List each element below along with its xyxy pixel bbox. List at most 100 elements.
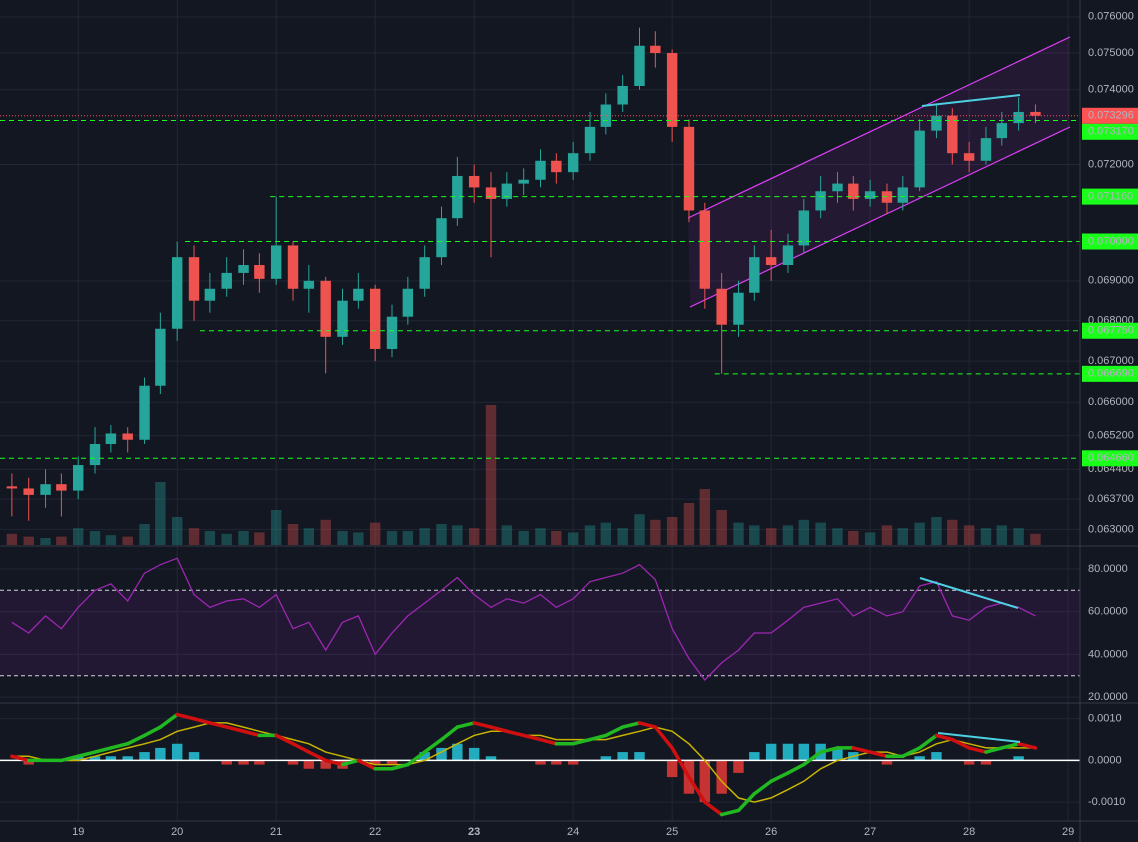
volume-bar bbox=[270, 510, 282, 545]
candle-body bbox=[501, 183, 513, 199]
macd-line-segment bbox=[142, 725, 163, 738]
y-tick-label: 40.0000 bbox=[1088, 648, 1128, 660]
candle-body bbox=[188, 257, 200, 301]
macd-line-segment bbox=[505, 729, 526, 738]
macd-line-segment bbox=[208, 721, 229, 729]
macd-histogram-bar bbox=[72, 756, 84, 761]
volume-bar bbox=[980, 528, 992, 545]
x-tick-label: 22 bbox=[369, 826, 381, 838]
macd-histogram-bar bbox=[881, 760, 893, 765]
volume-bar bbox=[171, 517, 183, 545]
macd-line-segment bbox=[241, 729, 262, 738]
volume-bar bbox=[155, 482, 166, 545]
macd-line-segment bbox=[109, 742, 130, 750]
macd-histogram-bar bbox=[320, 760, 331, 769]
y-tick-label: 0.069000 bbox=[1088, 275, 1134, 287]
trend-line bbox=[919, 577, 1019, 609]
volume-bar bbox=[1013, 528, 1024, 545]
y-tick-label: 0.063000 bbox=[1088, 523, 1134, 535]
volume-bar bbox=[369, 522, 381, 545]
macd-histogram-bar bbox=[105, 756, 117, 761]
x-tick-label: 27 bbox=[864, 826, 876, 838]
price-line-label: 0.066690 bbox=[1088, 368, 1134, 380]
volume-bar bbox=[699, 489, 711, 545]
macd-histogram-bar bbox=[23, 760, 34, 765]
macd-histogram-bar bbox=[468, 747, 480, 761]
volume-bar bbox=[535, 528, 546, 545]
volume-bar bbox=[485, 405, 497, 545]
volume-bar bbox=[815, 522, 826, 545]
macd-histogram-bar bbox=[832, 747, 843, 761]
x-tick-label: 23 bbox=[468, 826, 480, 838]
candle-body bbox=[105, 433, 117, 444]
candle-body bbox=[270, 245, 282, 279]
macd-line-segment bbox=[10, 754, 31, 763]
macd-histogram-bar bbox=[221, 760, 232, 765]
channel-fill bbox=[688, 37, 1070, 307]
volume-bar bbox=[881, 525, 893, 545]
x-tick-label: 19 bbox=[72, 826, 84, 838]
volume-bar bbox=[551, 531, 562, 545]
volume-bar bbox=[996, 525, 1008, 545]
candle-body bbox=[815, 191, 826, 211]
macd-line-segment bbox=[769, 771, 790, 783]
macd-histogram-bar bbox=[699, 760, 711, 803]
price-line-box bbox=[1082, 233, 1138, 250]
volume-bar bbox=[897, 528, 909, 545]
macd-line-segment bbox=[917, 733, 939, 750]
candle-body bbox=[254, 265, 265, 279]
macd-line-segment bbox=[439, 725, 460, 742]
volume-bar bbox=[6, 533, 18, 545]
last-price-label: 0.073296 bbox=[1088, 110, 1134, 122]
volume-bar bbox=[402, 531, 414, 545]
y-tick-label: 20.0000 bbox=[1088, 691, 1128, 703]
candle-body bbox=[1013, 111, 1024, 124]
macd-histogram-bar bbox=[386, 760, 398, 765]
volume-layer bbox=[6, 405, 1041, 545]
macd-line-segment bbox=[571, 737, 592, 746]
y-tick-label: 0.076000 bbox=[1088, 11, 1134, 23]
volume-bar bbox=[931, 517, 942, 545]
macd-histogram-bar bbox=[600, 756, 612, 761]
volume-bar bbox=[716, 510, 727, 545]
candle-body bbox=[56, 484, 67, 491]
price-line-label: 0.064660 bbox=[1088, 452, 1134, 464]
macd-line-segment bbox=[538, 737, 559, 746]
macd-line-segment bbox=[472, 721, 493, 729]
macd-line-segment bbox=[406, 750, 427, 767]
candle-body bbox=[749, 257, 760, 293]
macd-histogram-bar bbox=[749, 752, 760, 761]
candle-body bbox=[419, 257, 430, 289]
volume-bar bbox=[386, 531, 398, 545]
volume-bar bbox=[650, 519, 661, 545]
channel-upper bbox=[687, 36, 1071, 219]
candle-body bbox=[369, 288, 381, 349]
y-tick-label: 0.067000 bbox=[1088, 355, 1134, 367]
volume-bar bbox=[337, 531, 348, 545]
macd-histogram-bar bbox=[155, 747, 166, 761]
candle-body bbox=[848, 183, 859, 199]
candle-body bbox=[518, 179, 529, 184]
candle-body bbox=[468, 175, 480, 188]
candle-body bbox=[567, 153, 579, 173]
candle-body bbox=[650, 45, 661, 54]
trend-line bbox=[921, 94, 1021, 107]
macd-line-segment bbox=[356, 758, 377, 771]
candle-body bbox=[485, 187, 497, 199]
volume-bar bbox=[122, 536, 133, 545]
macd-line-segment bbox=[984, 746, 1004, 754]
candle-body bbox=[386, 316, 398, 349]
candle-body bbox=[914, 130, 925, 188]
x-tick-label: 26 bbox=[765, 826, 777, 838]
macd-line-segment bbox=[455, 721, 476, 729]
candle-body bbox=[72, 465, 84, 491]
y-tick-label: 80.0000 bbox=[1088, 563, 1128, 575]
macd-line-segment bbox=[967, 746, 988, 754]
macd-histogram-bar bbox=[963, 760, 975, 765]
macd-histogram-bar bbox=[733, 760, 744, 773]
volume-bar bbox=[749, 525, 760, 545]
volume-bar bbox=[782, 525, 794, 545]
macd-histogram-bar bbox=[980, 760, 992, 765]
volume-bar bbox=[468, 528, 480, 545]
macd-histogram-bar bbox=[89, 756, 101, 761]
